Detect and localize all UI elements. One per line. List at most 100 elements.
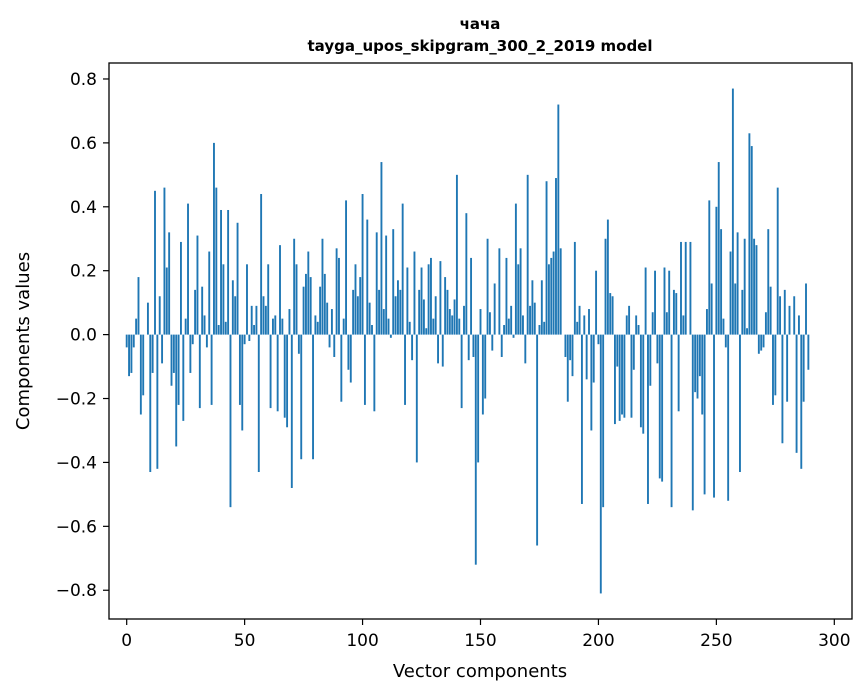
bar-150: [479, 309, 482, 335]
bar-248: [710, 283, 713, 335]
bar-72: [295, 264, 298, 335]
bar-165: [514, 203, 517, 335]
bar-64: [276, 334, 279, 412]
bar-140: [455, 174, 458, 335]
bar-286: [800, 334, 803, 469]
bar-187: [566, 334, 569, 402]
bar-146: [470, 257, 473, 335]
bar-227: [661, 334, 664, 482]
bar-70: [290, 334, 293, 488]
bar-76: [305, 273, 307, 335]
bar-37: [213, 142, 215, 335]
y-tick-label: −0.8: [56, 581, 97, 601]
bar-240: [691, 334, 694, 511]
bar-27: [189, 334, 192, 373]
bar-61: [269, 334, 272, 409]
bar-220: [644, 267, 647, 335]
bar-95: [349, 334, 352, 383]
y-tick-label: 0.6: [70, 134, 97, 154]
bar-104: [371, 325, 373, 335]
bar-105: [373, 334, 376, 412]
bar-230: [668, 270, 671, 335]
bar-183: [557, 104, 560, 335]
bar-107: [378, 289, 381, 335]
x-tick-label: 250: [700, 631, 732, 651]
bar-207: [614, 334, 616, 425]
bar-269: [760, 334, 763, 351]
bar-224: [654, 270, 656, 335]
bar-149: [477, 334, 480, 463]
y-tick-label: 0.0: [70, 326, 97, 346]
bar-78: [309, 277, 312, 335]
bar-24: [182, 334, 185, 421]
bar-189: [571, 334, 574, 377]
bar-251: [717, 162, 720, 335]
bar-56: [257, 334, 260, 473]
bar-208: [616, 334, 619, 367]
bar-236: [682, 315, 685, 335]
bar-257: [731, 88, 734, 335]
bar-161: [505, 257, 508, 335]
bar-177: [543, 321, 546, 335]
bar-221: [647, 334, 649, 504]
y-tick-label: −0.4: [56, 453, 97, 473]
bar-166: [517, 264, 520, 335]
bar-26: [187, 203, 189, 335]
bar-204: [606, 219, 609, 335]
bar-192: [578, 305, 581, 335]
bar-203: [604, 238, 607, 335]
bar-239: [689, 241, 692, 335]
bar-233: [675, 293, 678, 335]
bar-35: [208, 251, 211, 335]
bar-0: [125, 334, 128, 348]
bar-280: [786, 334, 789, 402]
bar-89: [335, 248, 338, 335]
y-tick-label: −0.2: [56, 390, 97, 410]
bar-7: [142, 334, 145, 396]
bar-106: [375, 232, 378, 335]
bar-127: [425, 328, 428, 335]
bar-75: [302, 286, 305, 335]
bar-232: [672, 289, 675, 335]
bar-215: [632, 334, 635, 370]
bar-244: [701, 334, 704, 415]
bar-196: [588, 309, 590, 335]
x-tick-label: 0: [121, 631, 132, 651]
bar-219: [642, 334, 645, 434]
bar-186: [564, 334, 567, 357]
bar-256: [729, 251, 732, 335]
bar-55: [255, 305, 258, 335]
bar-235: [680, 241, 682, 335]
bar-133: [439, 261, 442, 335]
bar-21: [175, 334, 178, 447]
bar-2: [130, 334, 133, 373]
bar-48: [238, 334, 241, 405]
bar-211: [623, 334, 626, 418]
bar-25: [184, 318, 187, 335]
bar-50: [243, 334, 246, 345]
bar-255: [727, 334, 730, 501]
bar-261: [741, 289, 744, 335]
bar-160: [503, 325, 506, 335]
bar-57: [260, 194, 263, 335]
bar-113: [392, 229, 395, 335]
bar-134: [441, 334, 444, 367]
bar-249: [713, 334, 715, 498]
y-axis-ticks: −0.8 −0.6 −0.4 −0.2 0.0 0.2 0.4 0.6 0.8: [56, 70, 109, 601]
bar-23: [180, 241, 182, 335]
bar-114: [394, 296, 397, 335]
bar-98: [356, 296, 359, 335]
bar-17: [165, 267, 168, 335]
bar-9: [146, 302, 149, 335]
bar-218: [639, 334, 642, 428]
chart-subtitle: tayga_upos_skipgram_300_2_2019 model: [308, 37, 653, 55]
bars-group: [125, 88, 810, 594]
bar-100: [361, 194, 364, 335]
bar-12: [154, 190, 156, 335]
bar-125: [420, 267, 423, 335]
bar-188: [569, 334, 572, 361]
bar-18: [168, 232, 171, 335]
bar-137: [448, 309, 451, 335]
x-axis-label: Vector components: [393, 661, 567, 682]
bar-237: [684, 241, 687, 335]
